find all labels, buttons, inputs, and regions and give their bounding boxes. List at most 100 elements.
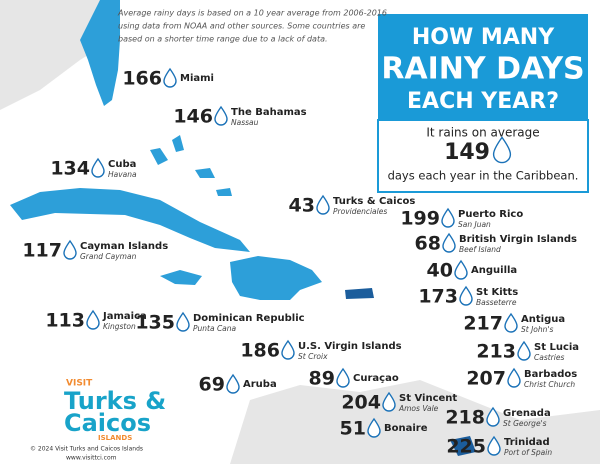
location-name: Puerto Rico <box>458 209 523 220</box>
logo: VISIT Turks & Caicos ISLANDS © 2024 Visi… <box>30 379 166 462</box>
location-city: St Croix <box>298 352 328 361</box>
drop-icon <box>486 406 500 427</box>
note: Average rainy days is based on a 10 year… <box>117 9 387 44</box>
location-city: Castries <box>534 353 564 362</box>
location-city: Grand Cayman <box>80 252 137 261</box>
drop-icon <box>442 232 456 253</box>
drop-icon <box>367 417 381 438</box>
rain-days: 69 <box>199 374 225 396</box>
location-name: Dominican Republic <box>193 313 305 324</box>
title-line: RAINY DAYS <box>381 52 584 87</box>
drop-icon <box>382 391 396 412</box>
rain-days: 213 <box>476 341 516 363</box>
title: HOW MANY RAINY DAYS EACH YEAR? <box>381 25 584 114</box>
logo-visit: VISIT <box>66 379 93 389</box>
rain-days: 117 <box>22 240 62 262</box>
location-city: Basseterre <box>476 298 517 307</box>
drop-icon <box>517 340 531 361</box>
location-name: St Kitts <box>476 287 518 298</box>
drop-icon <box>281 339 295 360</box>
title-box <box>378 14 588 120</box>
drop-icon <box>163 67 177 88</box>
islands <box>10 0 476 456</box>
location-name: The Bahamas <box>231 107 307 118</box>
drop-icon <box>459 285 473 306</box>
location-name: U.S. Virgin Islands <box>298 341 402 352</box>
average-value: 149 <box>444 140 490 165</box>
logo-islands: ISLANDS <box>98 434 132 442</box>
drop-icon <box>336 367 350 388</box>
drop-icon <box>226 373 240 394</box>
rain-days: 217 <box>463 313 503 335</box>
title-line: EACH YEAR? <box>407 89 559 114</box>
location-name: Antigua <box>521 314 565 325</box>
drop-icon <box>504 312 518 333</box>
location-name: Cayman Islands <box>80 241 168 252</box>
location-city: Beef Island <box>459 245 501 254</box>
drop-icon <box>176 311 190 332</box>
rain-days: 40 <box>427 260 453 282</box>
rain-days: 135 <box>135 312 175 334</box>
rain-days: 134 <box>50 158 90 180</box>
drop-icon <box>63 239 77 260</box>
rain-days: 68 <box>415 233 441 255</box>
location-name: Barbados <box>524 369 577 380</box>
location-name: Grenada <box>503 408 551 419</box>
location-name: British Virgin Islands <box>459 234 577 245</box>
rain-days: 166 <box>122 68 162 90</box>
rain-days: 89 <box>309 368 335 390</box>
rain-days: 51 <box>340 418 366 440</box>
drop-icon <box>91 157 105 178</box>
location-name: Jamaica <box>102 311 147 322</box>
rain-days: 204 <box>341 392 381 414</box>
location-name: Turks & Caicos <box>333 196 415 207</box>
location-name: Bonaire <box>384 423 428 434</box>
rain-days: 225 <box>446 436 486 458</box>
rain-days: 207 <box>466 368 506 390</box>
logo-line: Turks & <box>64 387 166 415</box>
location-name: Miami <box>180 73 214 84</box>
rain-days: 146 <box>173 106 213 128</box>
location-name: Aruba <box>243 379 277 390</box>
rain-days: 43 <box>289 195 315 217</box>
location-city: Port of Spain <box>504 448 552 457</box>
drop-icon <box>316 194 330 215</box>
note-line: based on a shorter time range due to a l… <box>118 35 328 44</box>
location-city: Providenciales <box>333 207 387 216</box>
location-city: St John's <box>521 325 553 334</box>
rain-days: 113 <box>45 310 85 332</box>
title-line: HOW MANY <box>412 25 555 50</box>
location-city: Christ Church <box>524 380 575 389</box>
rain-days: 199 <box>400 208 440 230</box>
drop-icon <box>507 367 521 388</box>
rain-days: 173 <box>418 286 458 308</box>
location-city: St George's <box>503 419 547 428</box>
drop-icon <box>214 105 228 126</box>
location-city: Nassau <box>231 118 259 127</box>
logo-line: Caicos <box>64 409 151 437</box>
drop-icon <box>454 259 468 280</box>
drop-icon <box>492 136 512 164</box>
drop-icon <box>441 207 455 228</box>
location-city: Kingston <box>103 322 136 331</box>
location-name: Curaçao <box>353 373 399 384</box>
average-after: days each year in the Caribbean. <box>388 169 579 183</box>
drop-icon <box>86 309 100 330</box>
url: www.visittci.com <box>66 455 117 462</box>
location-city: Havana <box>108 170 137 179</box>
location-city: Punta Cana <box>193 324 237 333</box>
copyright: © 2024 Visit Turks and Caicos Islands <box>30 446 143 453</box>
drop-icon <box>487 435 501 456</box>
rain-days: 218 <box>445 407 485 429</box>
location-city: Amos Vale <box>398 404 439 413</box>
location-name: Anguilla <box>471 265 517 276</box>
location-name: Cuba <box>108 159 136 170</box>
location-name: St Lucia <box>534 342 579 353</box>
average-box <box>377 119 589 193</box>
rain-days: 186 <box>240 340 280 362</box>
location-city: San Juan <box>458 220 491 229</box>
note-line: using data from NOAA and other sources. … <box>118 22 365 31</box>
location-name: Trinidad <box>504 437 550 448</box>
average-before: It rains on average <box>426 126 539 140</box>
